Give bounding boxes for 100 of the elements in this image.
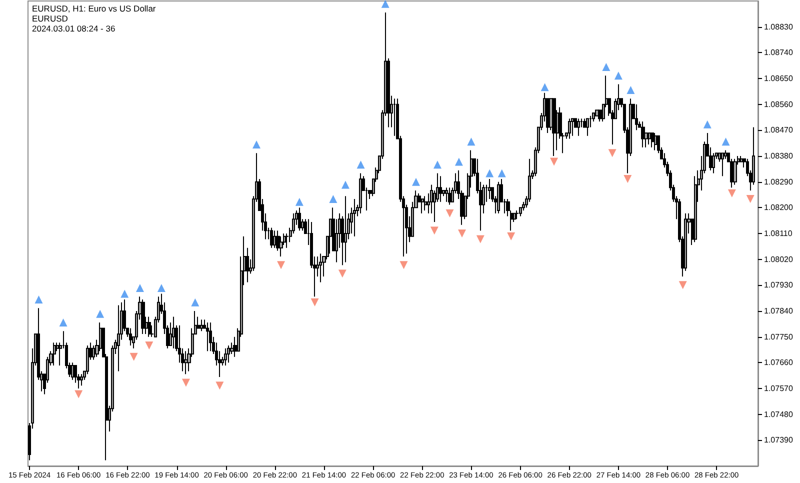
candlestick — [227, 344, 230, 364]
point — [602, 63, 610, 72]
candlestick — [721, 152, 724, 177]
point — [338, 270, 346, 278]
point — [678, 281, 687, 290]
y-tick-label: 1.08200 — [764, 203, 794, 212]
point — [130, 352, 138, 361]
point — [430, 226, 438, 235]
y-tick-label: 1.08380 — [764, 152, 794, 160]
candlestick — [172, 316, 175, 349]
point — [550, 158, 558, 166]
point — [381, 0, 390, 8]
candlestick — [141, 299, 145, 334]
candlestick — [651, 132, 654, 148]
candlestick — [129, 328, 132, 346]
y-tick-label: 1.07480 — [764, 410, 794, 419]
y-tick-label: 1.07750 — [764, 332, 794, 342]
candlestick — [586, 118, 589, 136]
point — [252, 140, 261, 149]
candlestick — [80, 374, 83, 386]
candlestick — [654, 132, 657, 151]
candlestick — [298, 207, 301, 232]
annotation: 2024.03.01 08:24 - 36 — [32, 24, 116, 34]
candlestick — [552, 98, 556, 156]
candlestick — [53, 342, 56, 366]
candlestick — [488, 178, 491, 200]
candlestick — [224, 348, 227, 366]
point — [486, 169, 494, 178]
point — [454, 158, 463, 166]
y-tick-label: 1.07660 — [764, 358, 794, 368]
point — [182, 378, 190, 387]
candlestick — [184, 350, 188, 375]
point — [120, 290, 129, 298]
point — [277, 261, 286, 270]
candlestick — [424, 196, 427, 212]
point — [476, 235, 484, 244]
y-tick-label: 1.08020 — [764, 254, 794, 264]
y-tick-label: 1.07930 — [764, 280, 794, 290]
point — [329, 195, 338, 204]
y-tick-label: 1.08470 — [764, 126, 794, 135]
candlestick — [516, 210, 519, 220]
candlestick — [448, 187, 451, 206]
point — [341, 180, 350, 189]
candlestick — [577, 118, 580, 136]
candlestick — [641, 121, 645, 148]
point — [624, 174, 632, 183]
candlestick — [273, 230, 276, 248]
point — [157, 284, 166, 292]
point — [400, 261, 408, 270]
candlestick — [733, 158, 737, 186]
point — [295, 198, 304, 206]
point — [191, 298, 200, 306]
y-tick-label: 1.08830 — [764, 22, 794, 32]
candlestick — [445, 187, 448, 202]
y-tick-label: 1.07390 — [764, 436, 794, 445]
point — [59, 318, 68, 326]
chart-title: EURUSD, H1: Euro vs US Dollar — [32, 4, 156, 14]
candlestick — [344, 196, 347, 263]
candlestick — [497, 181, 500, 214]
point — [96, 310, 104, 318]
candlestick — [571, 118, 574, 136]
y-tick-label: 1.07840 — [764, 306, 794, 316]
y-tick-label: 1.08290 — [764, 177, 794, 186]
point — [446, 209, 454, 218]
candlestick — [200, 319, 203, 332]
point — [74, 390, 83, 398]
point — [507, 232, 516, 240]
point — [34, 296, 43, 304]
point — [614, 72, 622, 80]
point — [356, 160, 365, 169]
y-tick-label: 1.08650 — [764, 74, 794, 83]
point — [433, 160, 442, 169]
point — [467, 138, 476, 146]
point — [703, 120, 712, 128]
candlestick — [359, 172, 362, 214]
point — [310, 298, 319, 306]
candlestick — [439, 176, 442, 202]
y-tick-label: 1.08110 — [764, 229, 793, 238]
candlestick — [117, 304, 120, 372]
point — [722, 138, 730, 146]
candlestick — [71, 362, 74, 380]
point — [216, 382, 224, 390]
candlestick — [206, 322, 209, 352]
candlestick — [635, 104, 638, 131]
candlestick — [148, 316, 151, 338]
point — [498, 169, 506, 178]
y-tick-label: 1.07570 — [764, 384, 794, 393]
point — [540, 83, 549, 92]
candlestick — [393, 98, 396, 136]
point — [458, 230, 466, 238]
candlestick — [270, 227, 273, 248]
point — [746, 195, 754, 204]
point — [608, 149, 616, 158]
y-tick-label: 1.08740 — [764, 48, 794, 58]
candlestick — [209, 322, 212, 352]
point — [626, 86, 635, 94]
text: EURUSD — [32, 14, 68, 24]
point — [145, 341, 154, 350]
candlestick — [568, 118, 571, 140]
point — [136, 284, 144, 292]
